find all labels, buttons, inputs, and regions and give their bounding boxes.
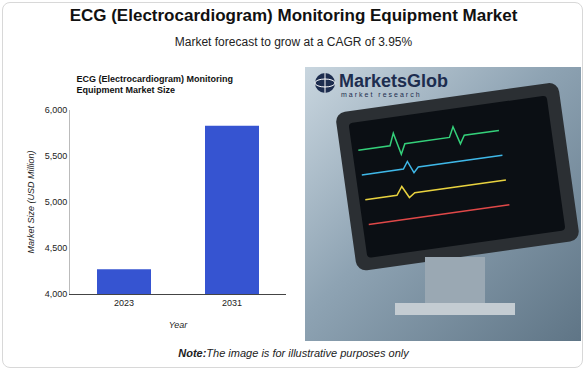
html-text:Market forecast to grow at a C: Market forecast to grow at a CAGR of 3.9… [174,35,413,49]
html-text:MarketsGlob: MarketsGlob [339,71,448,91]
svg-text:2031: 2031 [222,298,242,308]
svg-text:5,000: 5,000 [45,197,68,207]
svg-text:4,000: 4,000 [45,289,68,299]
svg-text:5,500: 5,500 [45,151,68,161]
svg-text:2023: 2023 [114,298,134,308]
svg-text:ECG (Electrocardiogram) Monito: ECG (Electrocardiogram) MonitoringEquipm… [76,74,233,96]
html-text:ECG (Electrocardiogram) Monito: ECG (Electrocardiogram) Monitoring Equip… [69,6,518,25]
html-text:market research: market research [341,91,422,98]
svg-text:Market Size (USD Million): Market Size (USD Million) [26,150,36,253]
svg-text:4,500: 4,500 [45,243,68,253]
svg-text:Year: Year [169,320,189,330]
html-text:Note: The image is for illustr: Note: The image is for illustrative purp… [178,347,409,359]
svg-text:6,000: 6,000 [45,105,68,115]
